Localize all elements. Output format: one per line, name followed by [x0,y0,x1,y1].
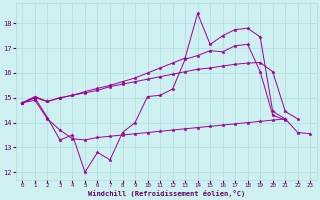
X-axis label: Windchill (Refroidissement éolien,°C): Windchill (Refroidissement éolien,°C) [88,190,245,197]
